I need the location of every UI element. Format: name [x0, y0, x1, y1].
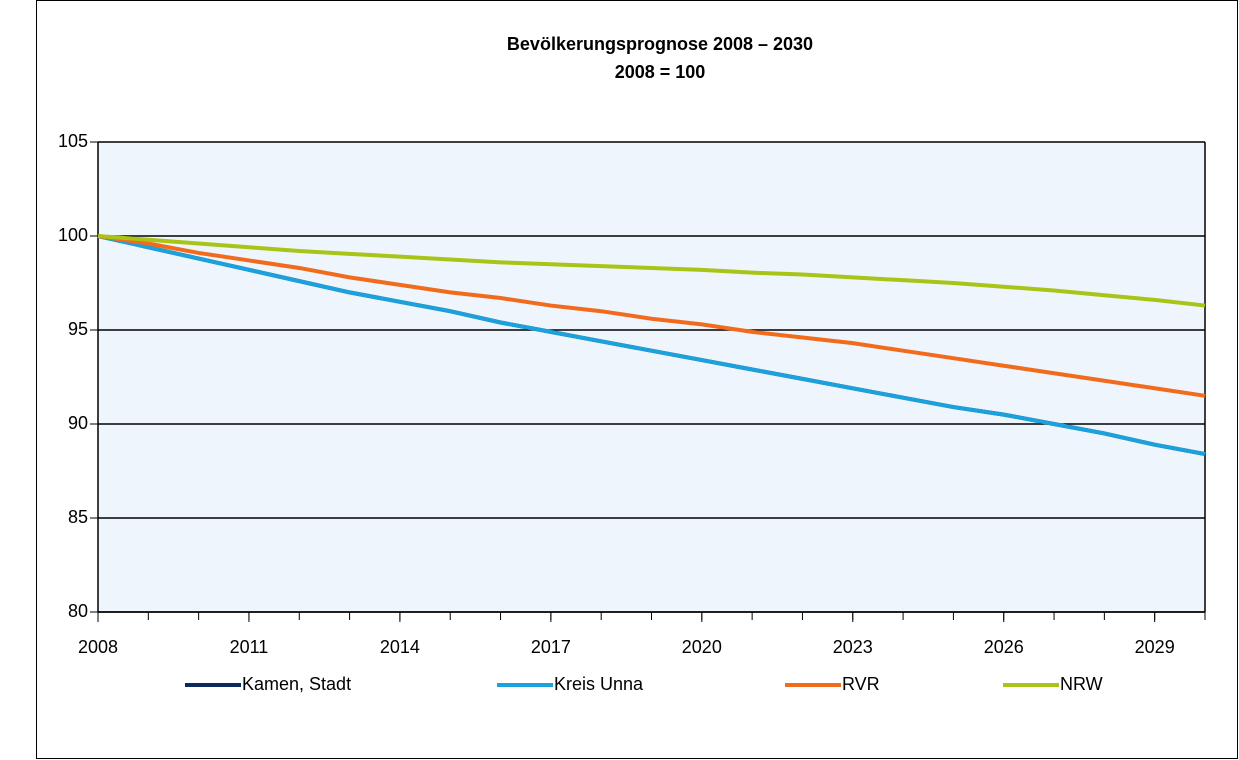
legend-label: Kreis Unna: [554, 674, 644, 694]
x-tick-label: 2029: [1135, 637, 1175, 657]
y-tick-label: 105: [58, 131, 88, 151]
y-tick-label: 95: [68, 319, 88, 339]
x-tick-label: 2014: [380, 637, 420, 657]
x-tick-label: 2026: [984, 637, 1024, 657]
y-tick-label: 80: [68, 601, 88, 621]
y-tick-label: 90: [68, 413, 88, 433]
x-tick-label: 2020: [682, 637, 722, 657]
legend-label: RVR: [842, 674, 880, 694]
y-tick-label: 85: [68, 507, 88, 527]
x-tick-label: 2017: [531, 637, 571, 657]
plot-area: [98, 142, 1205, 612]
legend-label: Kamen, Stadt: [242, 674, 351, 694]
y-tick-label: 100: [58, 225, 88, 245]
series-line: [97, 234, 1206, 398]
series-line: [97, 234, 1206, 308]
legend-label: NRW: [1060, 674, 1103, 694]
chart-title: Bevölkerungsprognose 2008 – 2030: [507, 34, 813, 54]
x-tick-label: 2008: [78, 637, 118, 657]
x-tick-label: 2023: [833, 637, 873, 657]
x-tick-label: 2011: [230, 637, 269, 657]
chart-subtitle: 2008 = 100: [615, 62, 706, 82]
series-line: [97, 234, 1206, 457]
